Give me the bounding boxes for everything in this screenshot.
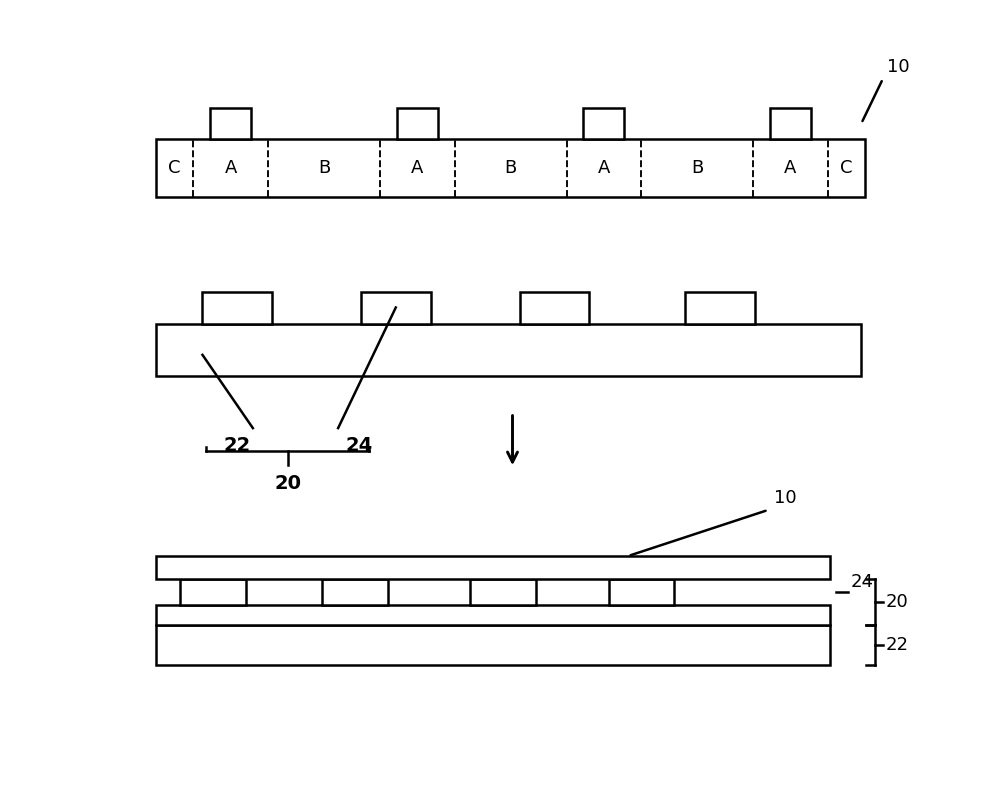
Text: 20: 20 <box>885 593 908 611</box>
Text: C: C <box>168 159 181 177</box>
Text: B: B <box>691 159 703 177</box>
Bar <box>397 108 438 139</box>
Text: 22: 22 <box>885 636 908 654</box>
Bar <box>583 108 624 139</box>
Bar <box>210 108 251 139</box>
Text: A: A <box>224 159 237 177</box>
Text: 24: 24 <box>346 436 373 455</box>
Bar <box>156 556 830 579</box>
Text: C: C <box>840 159 853 177</box>
Bar <box>156 324 861 376</box>
Text: 24: 24 <box>850 573 873 590</box>
Bar <box>520 292 589 324</box>
Bar <box>156 606 830 625</box>
Text: A: A <box>784 159 797 177</box>
Bar <box>180 579 246 606</box>
Bar <box>156 625 830 665</box>
Bar <box>685 292 755 324</box>
Bar <box>202 292 272 324</box>
Bar <box>470 579 536 606</box>
Text: 22: 22 <box>224 436 251 455</box>
Bar <box>322 579 388 606</box>
Text: 10: 10 <box>774 489 797 507</box>
Text: 10: 10 <box>887 58 909 76</box>
Text: 20: 20 <box>274 475 301 493</box>
Bar <box>156 139 865 197</box>
Bar <box>609 579 674 606</box>
Text: B: B <box>504 159 517 177</box>
Text: A: A <box>598 159 610 177</box>
Text: A: A <box>411 159 423 177</box>
Bar <box>770 108 811 139</box>
Bar <box>361 292 431 324</box>
Text: B: B <box>318 159 330 177</box>
